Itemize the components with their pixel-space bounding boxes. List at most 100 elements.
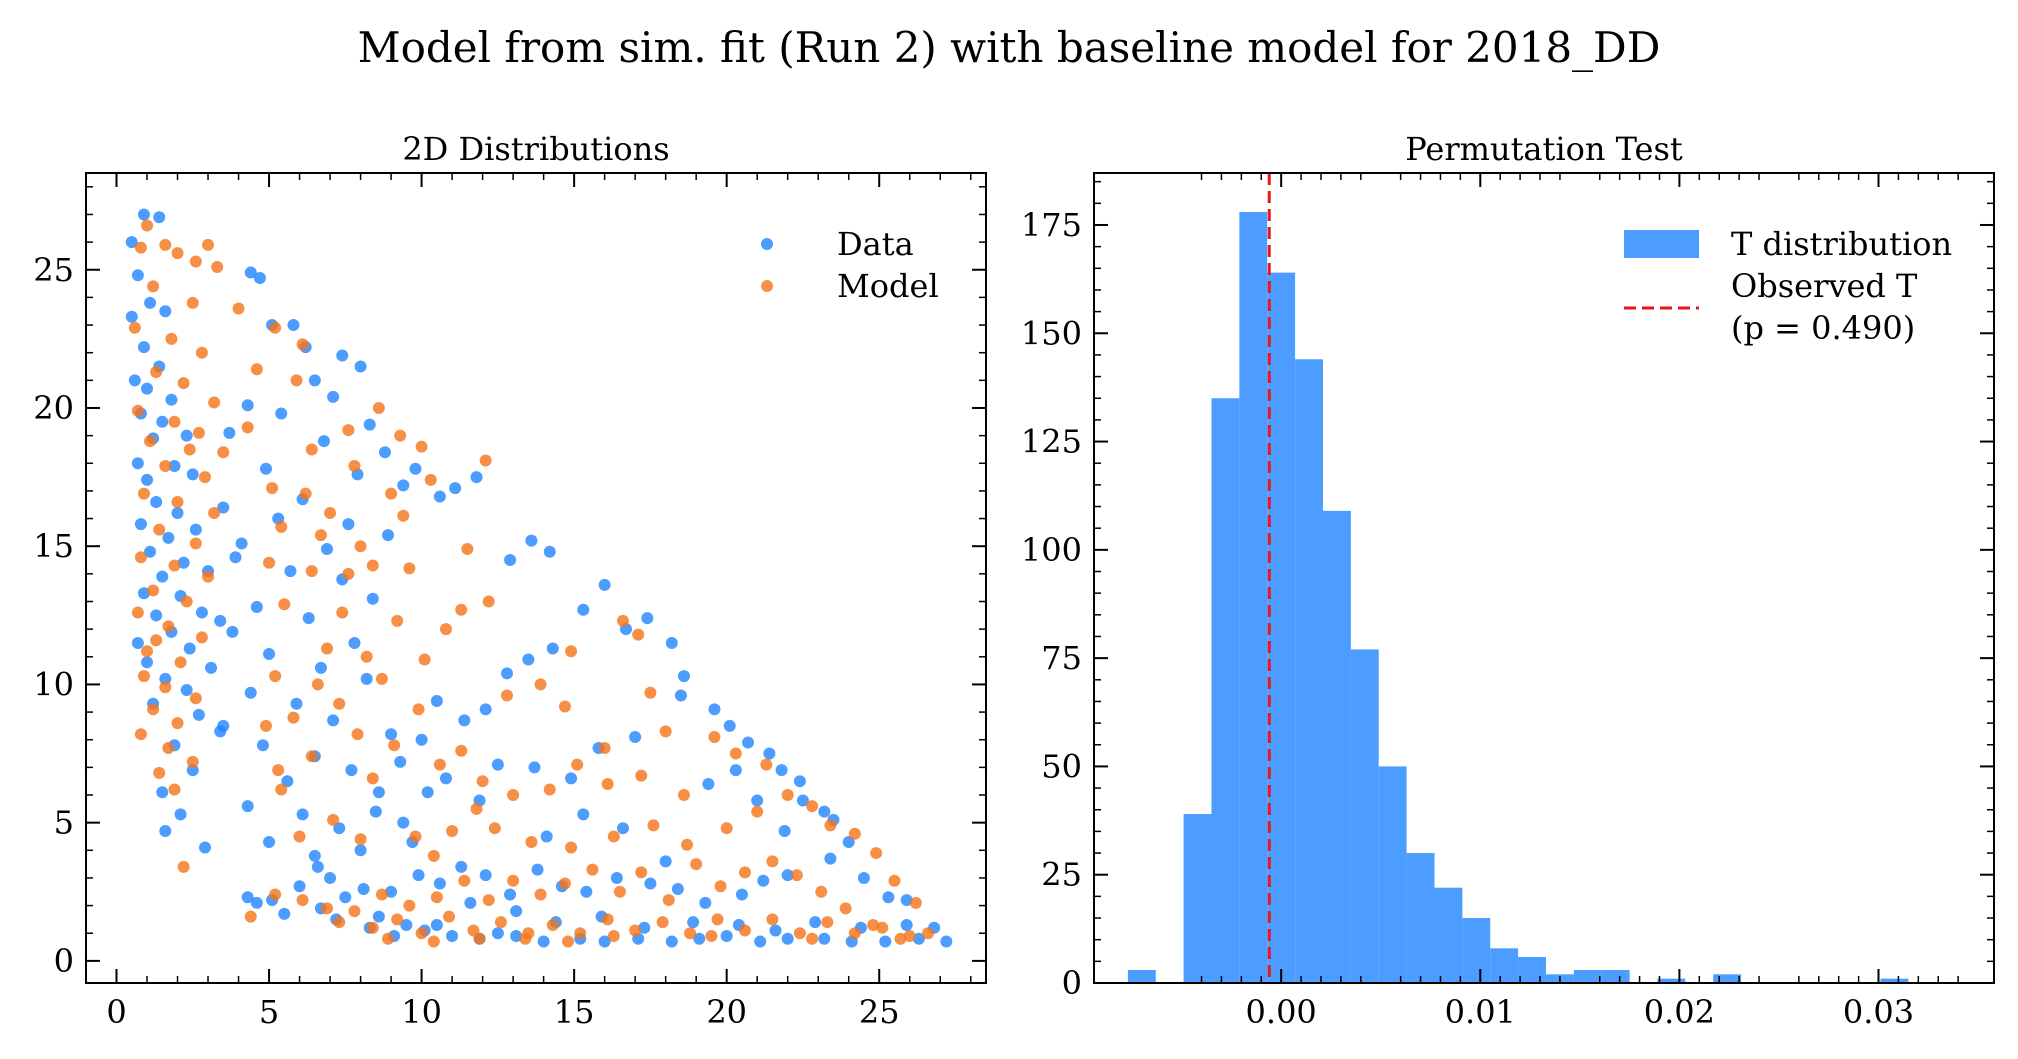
- model-point: [147, 280, 160, 293]
- model-point: [525, 836, 538, 849]
- x-tick-label: 10: [401, 993, 442, 1031]
- model-point: [366, 559, 379, 572]
- model-point: [134, 728, 147, 741]
- data-point: [842, 836, 855, 849]
- model-point: [501, 689, 514, 702]
- histogram-bar: [1267, 272, 1296, 983]
- data-point: [598, 935, 611, 948]
- histogram-bar: [1434, 887, 1463, 983]
- model-point: [403, 899, 416, 912]
- histogram-bar: [1378, 766, 1407, 983]
- model-point: [333, 916, 346, 929]
- histogram-bar: [1490, 948, 1519, 983]
- data-point: [314, 661, 327, 674]
- model-point: [790, 869, 803, 882]
- data-point: [446, 930, 459, 943]
- model-point: [296, 338, 309, 351]
- model-point: [162, 620, 175, 633]
- data-point: [809, 916, 822, 929]
- data-point: [882, 891, 895, 904]
- model-point: [543, 783, 556, 796]
- model-point: [473, 932, 486, 945]
- data-point: [214, 614, 227, 627]
- model-point: [311, 678, 324, 691]
- model-point: [766, 855, 779, 868]
- model-point: [192, 426, 205, 439]
- data-point: [275, 407, 288, 420]
- model-point: [586, 863, 599, 876]
- data-point: [479, 703, 492, 716]
- data-point: [491, 927, 504, 940]
- model-point: [870, 847, 883, 860]
- histogram-bar: [1713, 974, 1742, 983]
- data-point: [290, 697, 303, 710]
- model-point: [314, 529, 327, 542]
- x-tick-label: 0.01: [1445, 993, 1516, 1031]
- model-point: [494, 916, 507, 929]
- data-point: [818, 932, 831, 945]
- data-point: [598, 578, 611, 591]
- data-point: [491, 758, 504, 771]
- model-point: [430, 891, 443, 904]
- data-point: [430, 918, 443, 931]
- data-point: [781, 869, 794, 882]
- data-point: [525, 534, 538, 547]
- data-point: [372, 786, 385, 799]
- model-point: [186, 755, 199, 768]
- data-point: [879, 935, 892, 948]
- model-point: [202, 238, 215, 251]
- data-point: [400, 918, 413, 931]
- model-point: [168, 783, 181, 796]
- histogram-ticks: 0.00 0.01 0.02 0.03 0 25 50 75 100 125 150 175: [1021, 173, 1994, 1031]
- model-point: [272, 764, 285, 777]
- model-point: [415, 927, 428, 940]
- data-point: [226, 625, 239, 638]
- model-point: [729, 747, 742, 760]
- data-point: [244, 266, 257, 279]
- model-point: [482, 595, 495, 608]
- x-tick-label: 0.00: [1246, 993, 1317, 1031]
- data-point: [333, 822, 346, 835]
- model-point: [278, 598, 291, 611]
- model-point: [427, 935, 440, 948]
- data-point: [125, 236, 138, 249]
- legend-label-data: Data: [837, 225, 914, 263]
- histogram-bar: [1573, 970, 1602, 983]
- model-point: [144, 435, 157, 448]
- model-point: [455, 744, 468, 757]
- model-point: [488, 822, 501, 835]
- model-point: [305, 565, 318, 578]
- model-point: [153, 766, 166, 779]
- histogram-bar: [1183, 814, 1212, 983]
- model-point: [711, 913, 724, 926]
- y-tick-label: 75: [1041, 639, 1082, 677]
- model-point: [534, 888, 547, 901]
- model-point: [647, 819, 660, 832]
- data-point: [311, 860, 324, 873]
- model-point: [299, 487, 312, 500]
- data-point: [699, 896, 712, 909]
- model-point: [275, 783, 288, 796]
- histogram-panel: Permutation Test 0.00 0.01 0.02 0.03 0 25 50 75…: [1021, 130, 1995, 1031]
- data-point: [900, 918, 913, 931]
- data-point: [128, 374, 141, 387]
- model-point: [177, 377, 190, 390]
- data-point: [577, 808, 590, 821]
- model-point: [141, 219, 154, 232]
- data-point: [354, 844, 367, 857]
- data-point: [153, 211, 166, 224]
- histogram-title: Permutation Test: [1405, 130, 1683, 168]
- data-point: [159, 672, 172, 685]
- data-point: [757, 874, 770, 887]
- model-point: [607, 930, 620, 943]
- data-point: [723, 719, 736, 732]
- model-point: [415, 440, 428, 453]
- model-point: [635, 866, 648, 879]
- scatter-points: [125, 208, 953, 948]
- model-point: [427, 849, 440, 862]
- histogram-bar: [1880, 978, 1909, 983]
- data-point: [321, 542, 334, 555]
- data-point: [397, 816, 410, 829]
- data-point: [729, 764, 742, 777]
- model-point: [479, 454, 492, 467]
